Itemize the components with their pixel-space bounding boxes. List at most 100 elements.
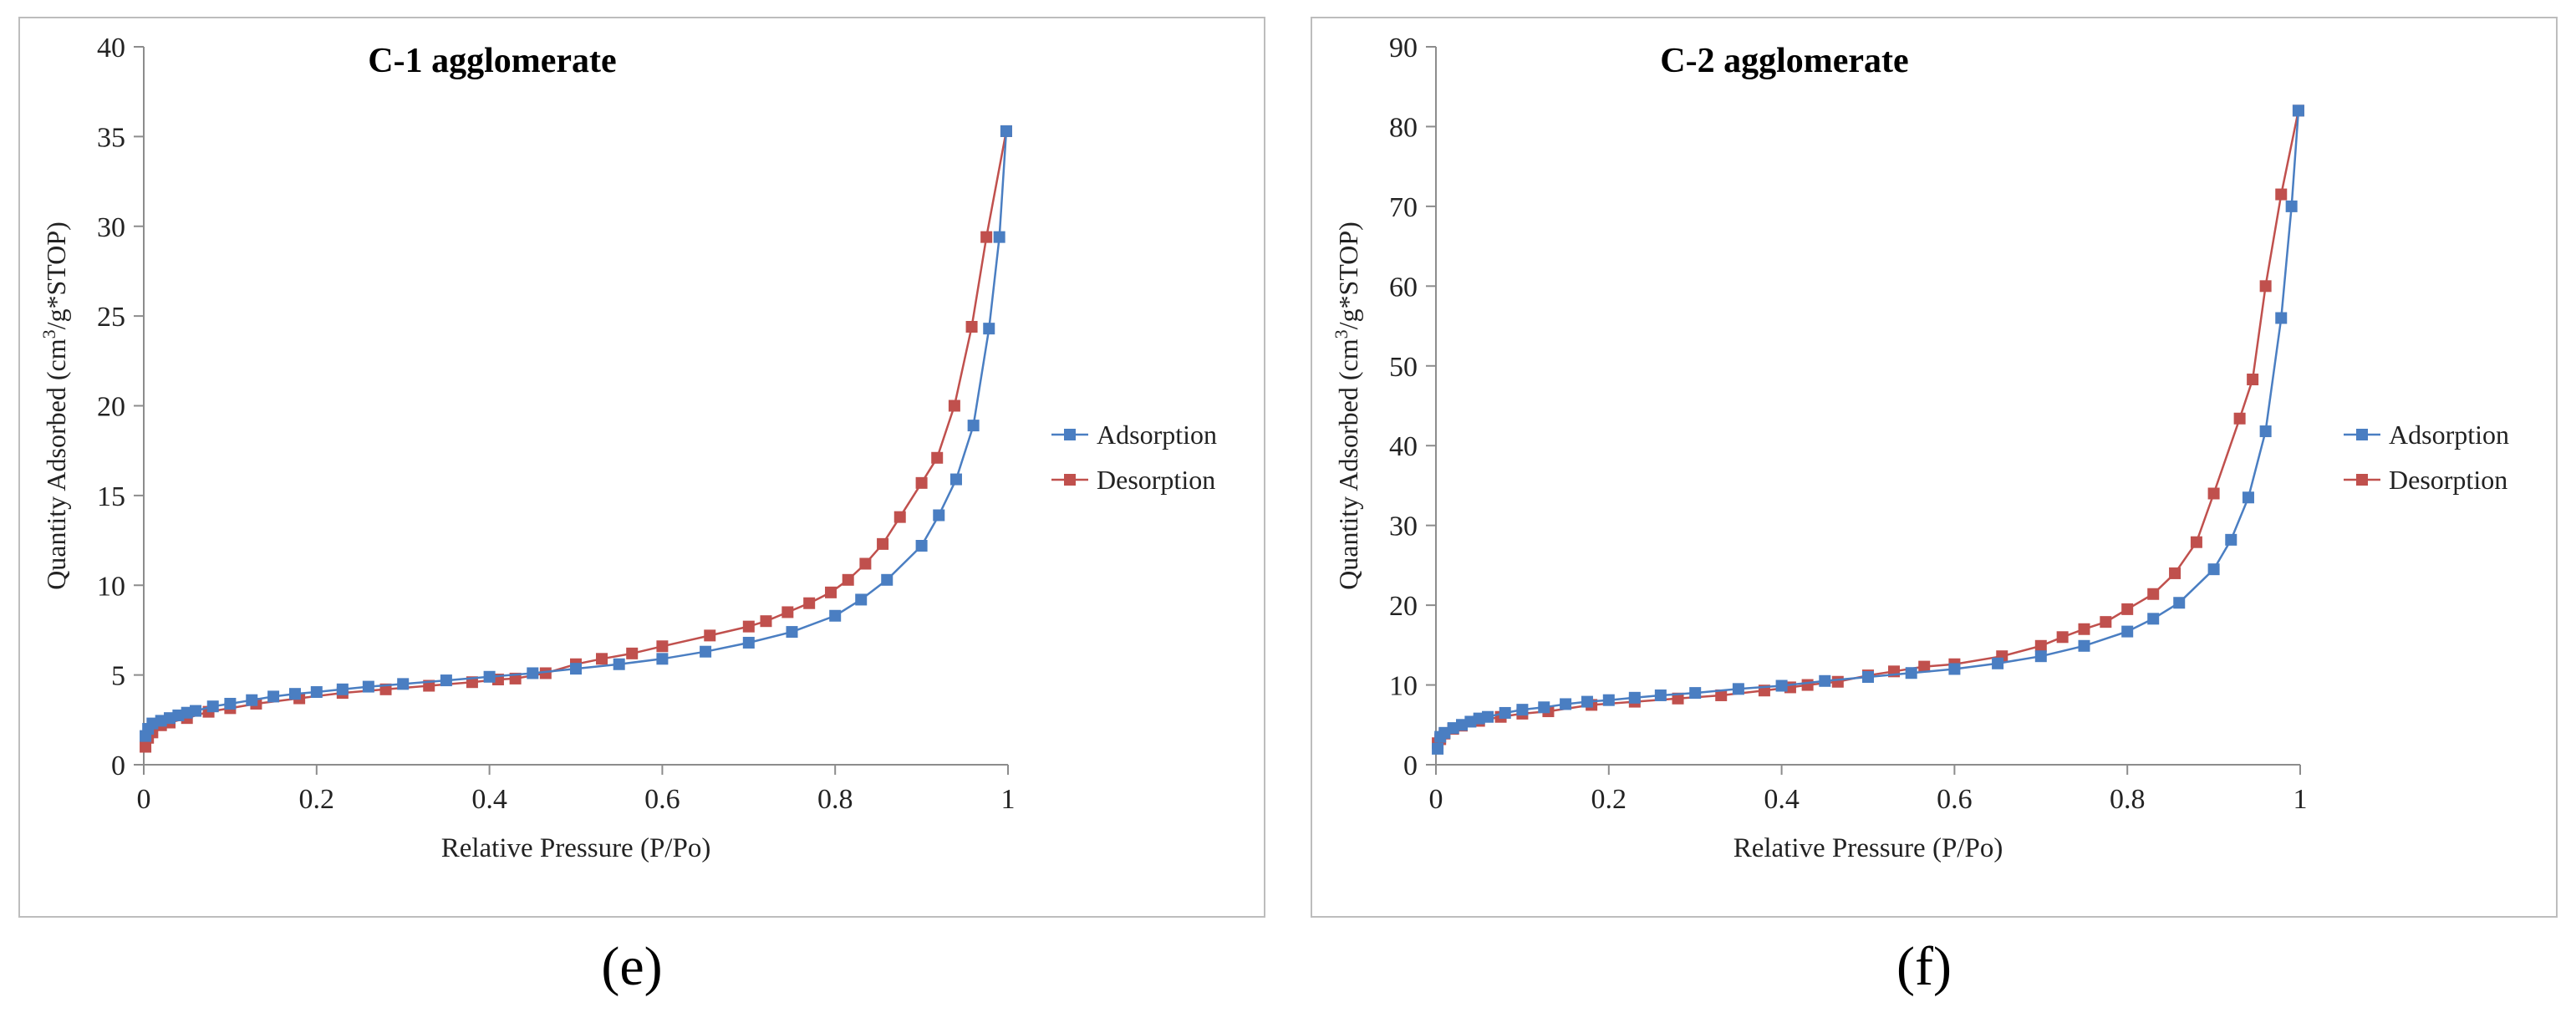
data-point-adsorption (829, 609, 842, 622)
data-point-adsorption (1000, 125, 1012, 137)
data-point-adsorption (246, 694, 258, 706)
legend-label-adsorption: Adsorption (2389, 420, 2509, 450)
data-point-adsorption (362, 680, 374, 693)
data-point-adsorption (1560, 698, 1572, 710)
data-point-adsorption (2121, 625, 2134, 638)
data-point-adsorption (1516, 704, 1529, 716)
legend-marker-desorption (2356, 474, 2368, 486)
data-point-adsorption (2285, 200, 2298, 212)
data-point-adsorption (2147, 613, 2160, 625)
data-point-desorption (2034, 639, 2047, 652)
data-point-adsorption (2173, 597, 2186, 609)
series-line-desorption (144, 130, 1008, 747)
data-point-adsorption (742, 636, 755, 649)
x-axis-label: Relative Pressure (P/Po) (1733, 833, 2003, 863)
series-line-adsorption (144, 130, 1008, 737)
x-tick-label: 0.6 (1937, 784, 1973, 815)
y-tick-label: 80 (1389, 112, 1418, 143)
y-tick-label: 90 (1389, 33, 1418, 64)
data-point-adsorption (1581, 695, 1593, 708)
data-point-adsorption (1654, 689, 1667, 701)
y-tick-label: 15 (97, 481, 125, 512)
data-point-adsorption (1482, 710, 1494, 723)
data-point-desorption (140, 740, 152, 753)
data-point-desorption (539, 667, 552, 679)
y-tick-label: 10 (97, 571, 125, 602)
data-point-desorption (2169, 567, 2181, 579)
y-axis-label-unit: /g*STOP) (41, 221, 71, 329)
y-tick-label: 20 (1389, 591, 1418, 622)
y-axis-label-text: Quantity Adsorbed (cm (41, 338, 71, 590)
data-point-desorption (965, 321, 978, 333)
chart-title: C-2 agglomerate (1660, 42, 1908, 80)
data-point-adsorption (786, 626, 798, 639)
data-point-desorption (931, 451, 944, 464)
legend-label-desorption: Desorption (2389, 465, 2507, 495)
data-point-adsorption (2225, 533, 2237, 546)
data-point-desorption (742, 620, 755, 633)
data-point-adsorption (1819, 674, 1831, 687)
series-line-desorption (1437, 110, 2300, 744)
data-point-adsorption (527, 667, 539, 679)
x-tick-label: 0.8 (817, 784, 853, 815)
y-tick-label: 35 (97, 122, 125, 153)
x-tick-label: 0 (1429, 784, 1443, 815)
data-point-adsorption (983, 323, 995, 335)
y-tick-label: 50 (1389, 352, 1418, 383)
data-point-desorption (781, 606, 794, 618)
data-point-desorption (859, 557, 872, 570)
data-point-desorption (877, 537, 889, 550)
y-tick-label: 30 (97, 212, 125, 243)
y-tick-label: 10 (1389, 671, 1418, 702)
series-desorption (140, 125, 1012, 753)
data-point-adsorption (915, 540, 928, 552)
data-point-adsorption (2078, 639, 2090, 652)
data-point-adsorption (206, 700, 219, 713)
isotherm-chart-c2: 0 10 20 30 40 50 60 70 80 90 0 0.2 0.4 0.6 0.8 1 Relativ… (1331, 33, 2510, 863)
legend-marker-desorption (1064, 474, 1076, 486)
x-tick-label: 0.6 (644, 784, 680, 815)
y-tick-label: 25 (97, 302, 125, 333)
y-tick-label: 0 (111, 751, 125, 781)
data-point-adsorption (397, 678, 410, 690)
data-point-desorption (803, 597, 816, 609)
data-point-desorption (2121, 603, 2134, 615)
data-point-adsorption (1538, 701, 1550, 714)
data-point-adsorption (656, 653, 669, 665)
data-point-adsorption (2275, 312, 2288, 324)
y-axis-label: Quantity Adsorbed (cm3/g*STOP) (1331, 221, 1364, 590)
data-point-desorption (948, 399, 960, 412)
x-tick-label: 0.4 (1764, 784, 1800, 815)
data-point-adsorption (855, 593, 868, 606)
data-point-adsorption (613, 658, 625, 670)
x-tick-label: 0.2 (299, 784, 335, 815)
series-desorption (1432, 104, 2304, 750)
x-tick-label: 1 (1001, 784, 1016, 815)
data-point-adsorption (1432, 742, 1444, 755)
y-tick-label: 5 (111, 661, 125, 692)
data-point-adsorption (310, 686, 323, 699)
data-point-desorption (1801, 679, 1814, 691)
legend-item-adsorption: Adsorption (2344, 420, 2509, 450)
data-point-desorption (760, 615, 772, 628)
chart-panel-e: 0 5 10 15 20 25 30 35 40 0 0.2 0.4 0.6 0.8 1 Relative P… (18, 17, 1265, 918)
data-point-desorption (2259, 280, 2272, 293)
y-tick-label: 0 (1403, 751, 1418, 781)
data-point-desorption (2078, 623, 2090, 635)
data-point-desorption (2190, 536, 2202, 548)
chart-title: C-1 agglomerate (368, 42, 616, 80)
data-point-desorption (1831, 675, 1844, 688)
data-point-adsorption (1948, 663, 1961, 675)
x-tick-label: 0.8 (2110, 784, 2146, 815)
chart-panel-f: 0 10 20 30 40 50 60 70 80 90 0 0.2 0.4 0.6 0.8 1 Relativ… (1311, 17, 2558, 918)
data-point-adsorption (190, 705, 202, 717)
x-tick-label: 0.2 (1591, 784, 1627, 815)
data-point-adsorption (933, 509, 945, 522)
y-tick-label: 20 (97, 392, 125, 423)
data-point-desorption (2247, 374, 2259, 386)
data-point-adsorption (336, 683, 349, 695)
data-point-adsorption (1775, 679, 1788, 692)
y-tick-label: 40 (97, 33, 125, 64)
data-point-adsorption (267, 690, 280, 703)
y-axis-label-unit: /g*STOP) (1333, 221, 1363, 329)
